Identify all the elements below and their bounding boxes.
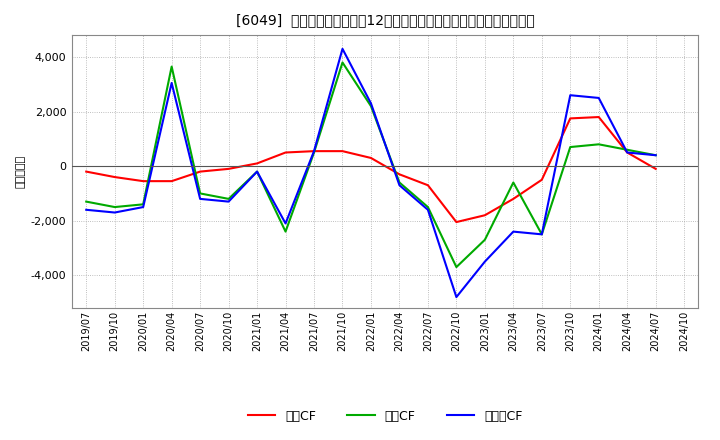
投資CF — [452, 264, 461, 270]
営業CF — [110, 174, 119, 180]
フリーCF — [452, 294, 461, 300]
営業CF — [480, 213, 489, 218]
フリーCF — [310, 148, 318, 154]
営業CF — [282, 150, 290, 155]
投資CF — [225, 196, 233, 202]
投資CF — [167, 64, 176, 69]
フリーCF — [652, 153, 660, 158]
フリーCF — [110, 210, 119, 215]
営業CF — [139, 179, 148, 184]
投資CF — [423, 205, 432, 210]
営業CF — [652, 166, 660, 172]
営業CF — [82, 169, 91, 174]
フリーCF — [623, 150, 631, 155]
Legend: 営業CF, 投資CF, フリーCF: 営業CF, 投資CF, フリーCF — [248, 410, 523, 423]
営業CF — [338, 148, 347, 154]
フリーCF — [139, 205, 148, 210]
フリーCF — [366, 101, 375, 106]
フリーCF — [196, 196, 204, 202]
投資CF — [509, 180, 518, 185]
投資CF — [196, 191, 204, 196]
営業CF — [253, 161, 261, 166]
営業CF — [423, 183, 432, 188]
営業CF — [167, 179, 176, 184]
投資CF — [139, 202, 148, 207]
投資CF — [282, 229, 290, 234]
投資CF — [623, 147, 631, 152]
営業CF — [395, 172, 404, 177]
Y-axis label: （百万円）: （百万円） — [15, 155, 25, 188]
フリーCF — [537, 232, 546, 237]
フリーCF — [480, 259, 489, 264]
フリーCF — [423, 207, 432, 213]
営業CF — [623, 150, 631, 155]
投資CF — [566, 144, 575, 150]
営業CF — [566, 116, 575, 121]
営業CF — [537, 177, 546, 183]
投資CF — [338, 60, 347, 65]
投資CF — [253, 169, 261, 174]
フリーCF — [338, 46, 347, 51]
Line: 投資CF: 投資CF — [86, 62, 656, 267]
フリーCF — [595, 95, 603, 101]
投資CF — [310, 150, 318, 155]
フリーCF — [282, 221, 290, 226]
営業CF — [452, 220, 461, 225]
フリーCF — [225, 199, 233, 204]
フリーCF — [566, 92, 575, 98]
Line: フリーCF: フリーCF — [86, 49, 656, 297]
投資CF — [652, 153, 660, 158]
投資CF — [82, 199, 91, 204]
投資CF — [480, 237, 489, 242]
投資CF — [110, 205, 119, 210]
営業CF — [196, 169, 204, 174]
営業CF — [595, 114, 603, 120]
投資CF — [366, 103, 375, 109]
フリーCF — [167, 80, 176, 85]
フリーCF — [509, 229, 518, 234]
Line: 営業CF: 営業CF — [86, 117, 656, 222]
Title: [6049]  キャッシュフローの12か月移動合計の対前年同期増減額の推移: [6049] キャッシュフローの12か月移動合計の対前年同期増減額の推移 — [236, 13, 534, 27]
営業CF — [310, 148, 318, 154]
フリーCF — [82, 207, 91, 213]
フリーCF — [253, 169, 261, 174]
フリーCF — [395, 183, 404, 188]
投資CF — [595, 142, 603, 147]
投資CF — [395, 180, 404, 185]
営業CF — [366, 155, 375, 161]
営業CF — [225, 166, 233, 172]
営業CF — [509, 196, 518, 202]
投資CF — [537, 232, 546, 237]
